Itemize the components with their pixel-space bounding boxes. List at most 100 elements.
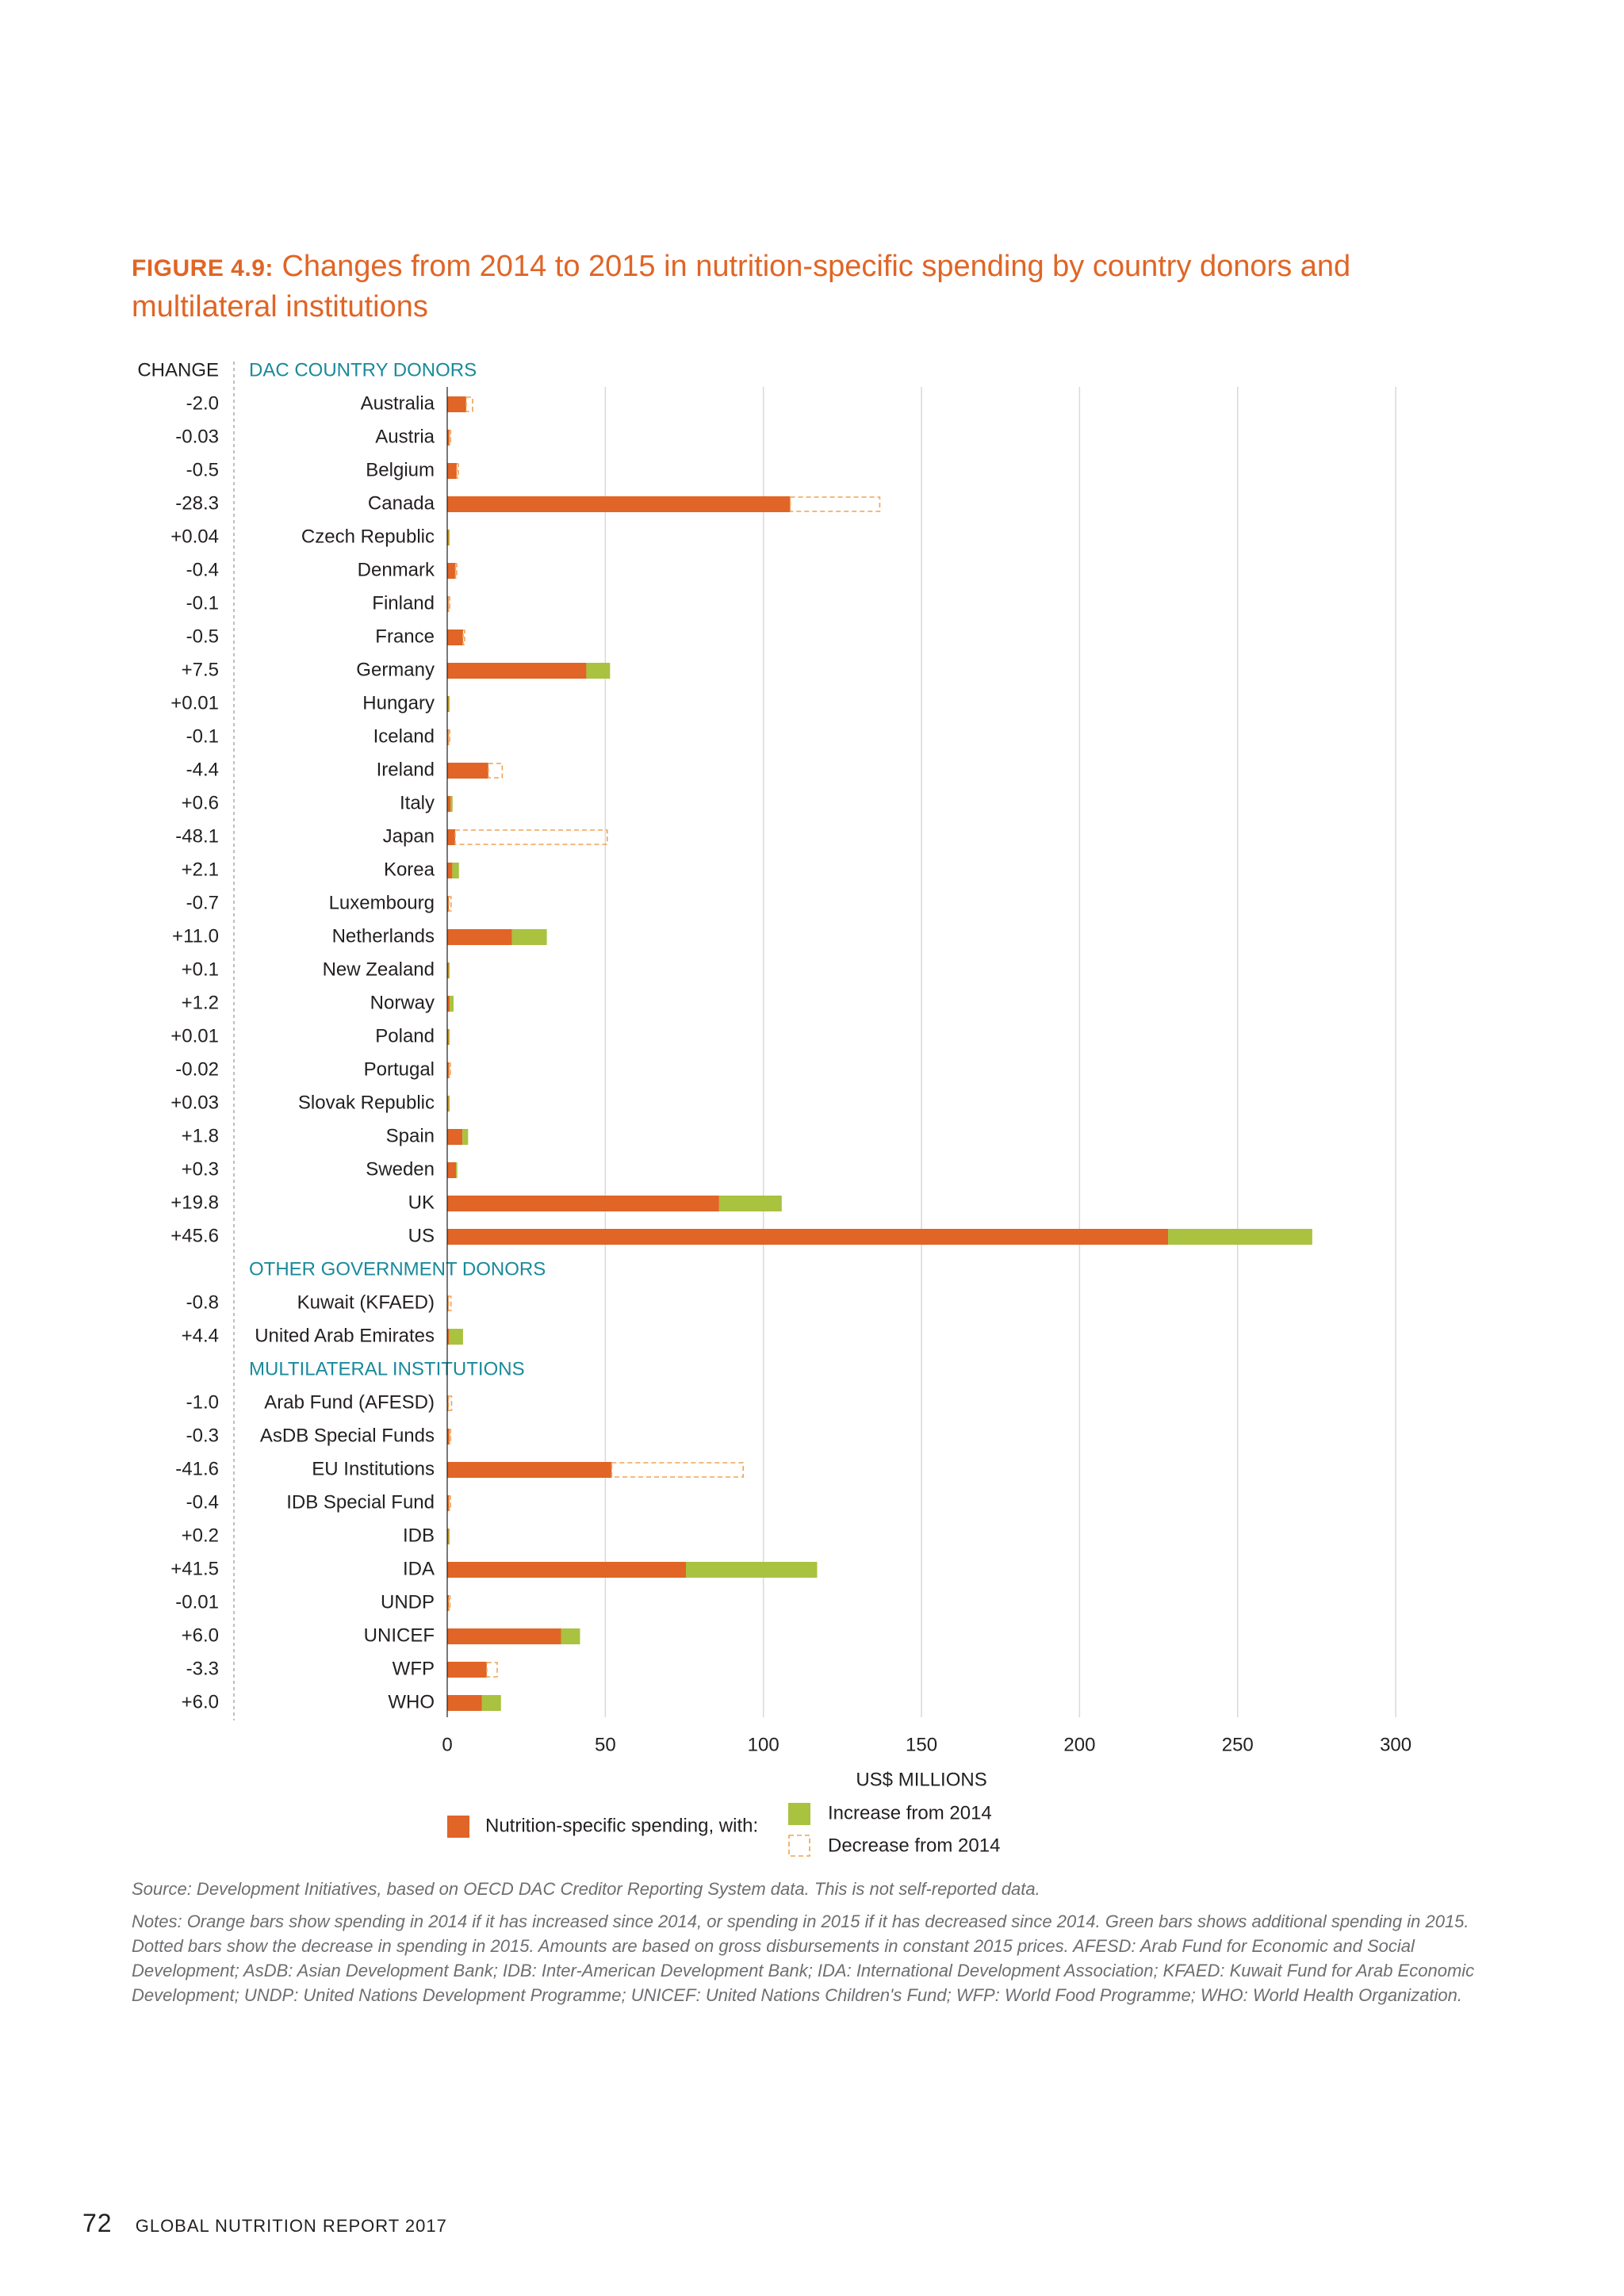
spending-bar [447,396,466,412]
figure-number: FIGURE 4.9: [132,255,274,281]
category-label: IDA [403,1558,435,1579]
category-label: Canada [368,492,435,514]
x-tick-label: 0 [442,1734,452,1755]
x-tick-label: 200 [1063,1734,1095,1755]
legend-swatch-decrease [788,1835,810,1857]
decrease-bar [447,596,450,612]
spending-bar [447,1495,450,1511]
increase-bar [450,996,454,1012]
decrease-bar [611,1462,744,1478]
figure-title: FIGURE 4.9: Changes from 2014 to 2015 in… [132,247,1480,326]
change-value: -0.7 [186,892,219,913]
page-number: 72 [82,2209,113,2237]
category-label: UNDP [381,1591,435,1613]
change-value: +41.5 [170,1558,219,1579]
decrease-bar [448,1595,451,1611]
spending-bar [447,629,463,645]
group-header: OTHER GOVERNMENT DONORS [249,1258,546,1280]
change-value: +45.6 [170,1225,219,1246]
decrease-bar [488,763,504,779]
group-header: MULTILATERAL INSTITUTIONS [249,1358,525,1380]
change-value: -48.1 [175,825,219,847]
change-value: +0.3 [182,1158,219,1180]
spending-bar [447,1662,487,1678]
change-value: -0.4 [186,1491,219,1513]
category-label: Iceland [373,725,435,747]
change-value: +6.0 [182,1691,219,1712]
spending-bar [447,1562,687,1578]
increase-bar [448,962,450,978]
x-tick-label: 150 [906,1734,937,1755]
legend-swatch-increase [788,1803,810,1825]
category-label: Hungary [362,692,435,714]
change-value: -0.5 [186,459,219,480]
legend-label-increase: Increase from 2014 [828,1802,992,1823]
change-value: +0.01 [170,1025,219,1047]
change-value: -0.5 [186,626,219,647]
increase-bar [511,929,547,945]
increase-bar [449,1329,463,1345]
increase-bar [586,663,611,679]
increase-bar [462,1129,469,1145]
category-label: Czech Republic [301,526,435,547]
category-label: WHO [388,1691,435,1712]
change-value: +0.2 [182,1525,219,1546]
change-value: +7.5 [182,659,219,680]
change-value: +0.03 [170,1092,219,1113]
bar-chart: CHANGE DAC COUNTRY DONORS OTHER GOVERNMENT… [137,359,1411,1857]
decrease-bar [456,463,459,479]
category-label: Austria [375,426,435,447]
category-label: Belgium [366,459,435,480]
category-label: Luxembourg [329,892,435,913]
change-value: -0.01 [175,1591,219,1613]
spending-bar [447,863,453,878]
spending-bar [447,1196,719,1211]
increase-bar [448,1029,450,1045]
increase-bar [448,696,450,712]
spending-bar [447,430,450,446]
x-tick-label: 250 [1222,1734,1254,1755]
spending-bar [447,929,512,945]
category-label: France [375,626,435,647]
category-label: Sweden [366,1158,435,1180]
change-value: +11.0 [172,925,219,947]
spending-bar [447,563,456,579]
spending-bar [447,1462,612,1478]
decrease-bar [789,496,881,512]
x-tick-label: 50 [595,1734,616,1755]
category-label: IDB Special Fund [286,1491,435,1513]
spending-bar [447,496,791,512]
x-axis-label: US$ MILLIONS [856,1769,986,1790]
spending-bar [447,530,449,545]
spending-bar [447,763,488,779]
change-value: +0.1 [182,959,219,980]
increase-bar [452,863,459,878]
legend-label-base: Nutrition-specific spending, with: [485,1815,758,1836]
spending-bar [447,663,587,679]
decrease-bar [454,829,608,845]
change-value: -2.0 [186,392,219,414]
category-label: Portugal [364,1058,435,1080]
increase-bar [456,1162,458,1178]
change-value: -41.6 [175,1458,219,1479]
change-value: +4.4 [182,1325,219,1346]
change-value: +6.0 [182,1624,219,1646]
spending-bar [447,1695,482,1711]
spending-bar [447,796,451,812]
increase-bar [481,1695,501,1711]
change-column-header: CHANGE [137,359,219,381]
category-label: New Zealand [323,959,435,980]
increase-bar [448,1096,450,1112]
increase-bar [448,1529,450,1544]
category-label: Germany [356,659,435,680]
decrease-bar [448,1062,451,1078]
increase-bar [718,1196,782,1211]
figure-title-text: Changes from 2014 to 2015 in nutrition-s… [132,250,1351,323]
decrease-bar [448,1495,451,1511]
increase-bar [686,1562,818,1578]
change-value: +2.1 [182,859,219,880]
increase-bar [448,530,450,545]
decrease-bar [447,1395,453,1411]
notes-text: Notes: Orange bars show spending in 2014… [132,1911,1475,2005]
category-label: Ireland [377,759,435,780]
